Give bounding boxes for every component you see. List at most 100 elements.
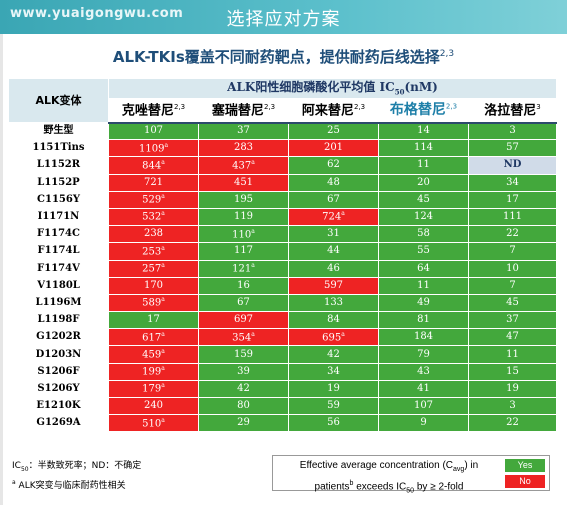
ic50-cell: 3 (467, 396, 558, 416)
ic50-value: 114 (413, 142, 434, 154)
legend-line1-sub: avg (453, 466, 465, 473)
ic50-cell: 56 (288, 414, 379, 433)
ic50-value: 11 (417, 159, 430, 171)
slide-title: 选择应对方案 (226, 9, 341, 30)
ic50-value: 25 (327, 125, 340, 137)
ic50-value: 64 (417, 262, 430, 274)
ic50-cell: 529a (108, 190, 199, 209)
ic50-value: 37 (506, 314, 519, 326)
variant-label: L1196M (8, 293, 109, 313)
legend-line2-prefix: patients (314, 481, 350, 493)
ic50-value: 238 (143, 228, 164, 240)
ic50-value: 7 (509, 279, 516, 291)
drug-header-2: 阿来替尼2,3 (288, 98, 379, 124)
title-bar: www.yuaigongwu.com 选择应对方案 (0, 0, 567, 34)
ic50-value: 589 (142, 297, 162, 309)
resistance-marker: a (161, 193, 165, 201)
ic50-value: 44 (327, 245, 340, 257)
ic50-value: 3 (509, 125, 516, 137)
ic50-cell: 57 (467, 139, 558, 158)
variant-label: D1203N (8, 345, 109, 364)
ic50-cell: 617a (108, 328, 199, 347)
resistance-marker: a (161, 416, 165, 424)
ic50-cell: 7 (467, 276, 558, 295)
ic50-cell: 15 (467, 362, 558, 381)
ic50-cell: 257a (108, 259, 199, 278)
variant-label: E1210K (8, 396, 109, 416)
table-row: S1206F 199a 39 34 43 15 (8, 362, 558, 381)
ic50-cell: 589a (108, 293, 199, 313)
table-row: G1202R 617a 354a 695a 184 47 (8, 328, 558, 347)
drug-name: 布格替尼 (389, 102, 446, 119)
table-row: D1203N 459a 159 42 79 11 (8, 345, 558, 364)
drug-header-3: 布格替尼2,3 (378, 98, 469, 124)
footnote-ic50-text: ：半数致死率；ND：不确定 (28, 461, 142, 471)
ic50-value: 56 (327, 417, 340, 429)
ic50-value: 170 (143, 279, 164, 291)
ic50-header-suffix: (nM) (404, 80, 438, 95)
ic50-value: 184 (413, 331, 434, 343)
ic50-cell: 34 (467, 173, 558, 192)
variant-label: L1198F (8, 311, 109, 330)
ic50-cell: 170 (108, 276, 199, 295)
ic50-cell: 46 (288, 259, 379, 278)
variant-label: S1206F (8, 362, 109, 381)
ic50-cell: 79 (378, 345, 469, 364)
ic50-cell: 19 (467, 379, 558, 399)
variant-column-header: ALK变体 (8, 78, 109, 123)
ic50-cell: 11 (467, 345, 558, 364)
ic50-cell: 20 (378, 173, 469, 192)
ic50-value: 29 (237, 417, 250, 429)
ic50-value: 121 (232, 263, 252, 275)
legend-line2-suffix: by ≥ 2-fold (414, 481, 464, 493)
ic50-cell: 64 (378, 259, 469, 278)
ic50-value: 107 (143, 125, 164, 137)
ic50-value: 79 (417, 348, 430, 360)
variant-label: V1180L (8, 276, 109, 295)
legend-line2-sup: b (349, 480, 354, 487)
table-row: L1152P 721 451 48 20 34 (8, 173, 558, 192)
drug-header-4: 洛拉替尼3 (467, 98, 558, 124)
ic50-cell: 107 (378, 396, 469, 416)
ic50-cell: 459a (108, 345, 199, 364)
ic50-value: 7 (509, 245, 516, 257)
ic50-value: 15 (506, 365, 519, 377)
table-row: L1198F 17 697 84 81 37 (8, 311, 558, 330)
table-row: F1174C 238 110a 31 58 22 (8, 225, 558, 244)
ic50-value: 844 (142, 160, 162, 172)
ic50-cell: 195 (198, 190, 289, 209)
ic50-cell: 55 (378, 242, 469, 261)
ic50-value: 11 (506, 348, 519, 360)
ic50-cell: 17 (467, 190, 558, 209)
resistance-marker: a (161, 330, 165, 338)
ic50-cell: 844a (108, 156, 199, 175)
ic50-value: 253 (142, 246, 162, 258)
ic50-value: 451 (233, 176, 254, 188)
ic50-value: 22 (506, 228, 519, 240)
resistance-marker: a (341, 210, 345, 218)
variant-label: I1171N (8, 207, 109, 227)
table-row: F1174L 253a 117 44 55 7 (8, 242, 558, 261)
ic50-value: 437 (232, 160, 252, 172)
ic50-cell: 532a (108, 207, 199, 227)
ic50-value: 39 (237, 365, 250, 377)
ic50-cell: 59 (288, 396, 379, 416)
subtitle: ALK-TKIs覆盖不同耐药靶点，提供耐药后线选择2,3 (0, 46, 567, 67)
ic50-cell: 437a (198, 156, 289, 175)
ic50-header-sub: 50 (394, 87, 405, 97)
variant-label: S1206Y (8, 379, 109, 399)
ic50-cell: 42 (288, 345, 379, 364)
ic50-cell: 11 (378, 156, 469, 175)
ic50-value: 48 (327, 176, 340, 188)
ic50-cell: 697 (198, 311, 289, 330)
ic50-value: 10 (506, 262, 519, 274)
resistance-marker: a (341, 330, 345, 338)
drug-refs: 3 (536, 102, 541, 111)
ic50-value: 43 (417, 365, 430, 377)
ic50-value: 59 (327, 400, 340, 412)
ic50-value: 199 (142, 366, 162, 378)
ic50-value: 45 (417, 193, 430, 205)
legend-no-swatch: No (505, 475, 545, 488)
ic50-value: 20 (417, 176, 430, 188)
ic50-cell: 3 (467, 121, 558, 141)
